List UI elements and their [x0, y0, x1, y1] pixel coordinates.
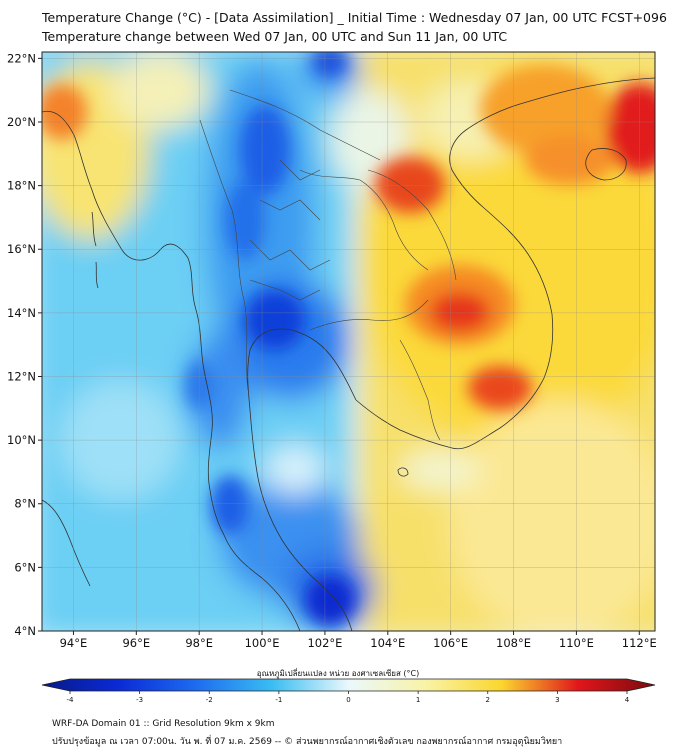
lon-tick-label: 108°E [496, 636, 531, 650]
lon-tick-label: 94°E [60, 636, 88, 650]
graticule [42, 52, 655, 631]
update-credit: ปรับปรุงข้อมูล ณ เวลา 07:00น. วัน พ. ที่… [52, 737, 563, 747]
lon-tick-label: 100°E [245, 636, 280, 650]
colorbar-tick-label: -3 [136, 696, 143, 704]
chart-subtitle: Temperature change between Wed 07 Jan, 0… [42, 29, 508, 44]
country-boundaries [199, 89, 457, 441]
colorbar-tick-label: 0 [346, 696, 350, 704]
colorbar-tick-label: 4 [625, 696, 630, 704]
map-frame [41, 51, 656, 632]
lat-tick-label: 22°N [7, 51, 36, 65]
temperature-field [42, 52, 655, 631]
colorbar-tick-label: -4 [67, 696, 75, 704]
colorbar-tick-label: 3 [555, 696, 559, 704]
lon-tick-label: 98°E [185, 636, 213, 650]
colorbar-tick-label: -2 [206, 696, 213, 704]
lat-tick-label: 12°N [7, 369, 36, 383]
lat-tick-label: 20°N [7, 115, 36, 129]
colorbar-tick-label: -1 [275, 696, 282, 704]
lon-tick-label: 102°E [307, 636, 342, 650]
axis-ticks: 4°N 6°N 8°N 10°N 12°N 14°N 16°N 18°N 20°N 22°N 94°… [7, 51, 657, 650]
lat-tick-label: 10°N [7, 433, 36, 447]
lon-tick-label: 96°E [122, 636, 150, 650]
lat-tick-label: 18°N [7, 179, 36, 193]
lon-tick-label: 104°E [370, 636, 405, 650]
lon-tick-label: 112°E [622, 636, 657, 650]
colorbar-tick-label: 2 [486, 696, 490, 704]
colorbar-ticks: -4 -3 -2 -1 0 1 2 3 4 [67, 691, 630, 704]
chart-title: Temperature Change (°C) - [Data Assimila… [42, 10, 667, 25]
coastline-borders [42, 77, 655, 631]
lon-tick-label: 106°E [433, 636, 468, 650]
lat-tick-label: 6°N [14, 560, 36, 574]
colorbar-tick-label: 1 [416, 696, 420, 704]
colorbar-label: อุณหภูมิเปลี่ยนแปลง หน่วย องศาเซลเซียส (… [256, 669, 420, 678]
colorbar: -4 -3 -2 -1 0 1 2 3 4 [41, 678, 656, 704]
model-info: WRF-DA Domain 01 :: Grid Resolution 9km … [52, 719, 275, 729]
lon-tick-label: 110°E [559, 636, 594, 650]
colorbar-gradient [41, 678, 656, 692]
lat-tick-label: 14°N [7, 306, 36, 320]
lat-tick-label: 8°N [14, 497, 36, 511]
lat-tick-label: 16°N [7, 242, 36, 256]
lat-tick-label: 4°N [14, 624, 36, 638]
